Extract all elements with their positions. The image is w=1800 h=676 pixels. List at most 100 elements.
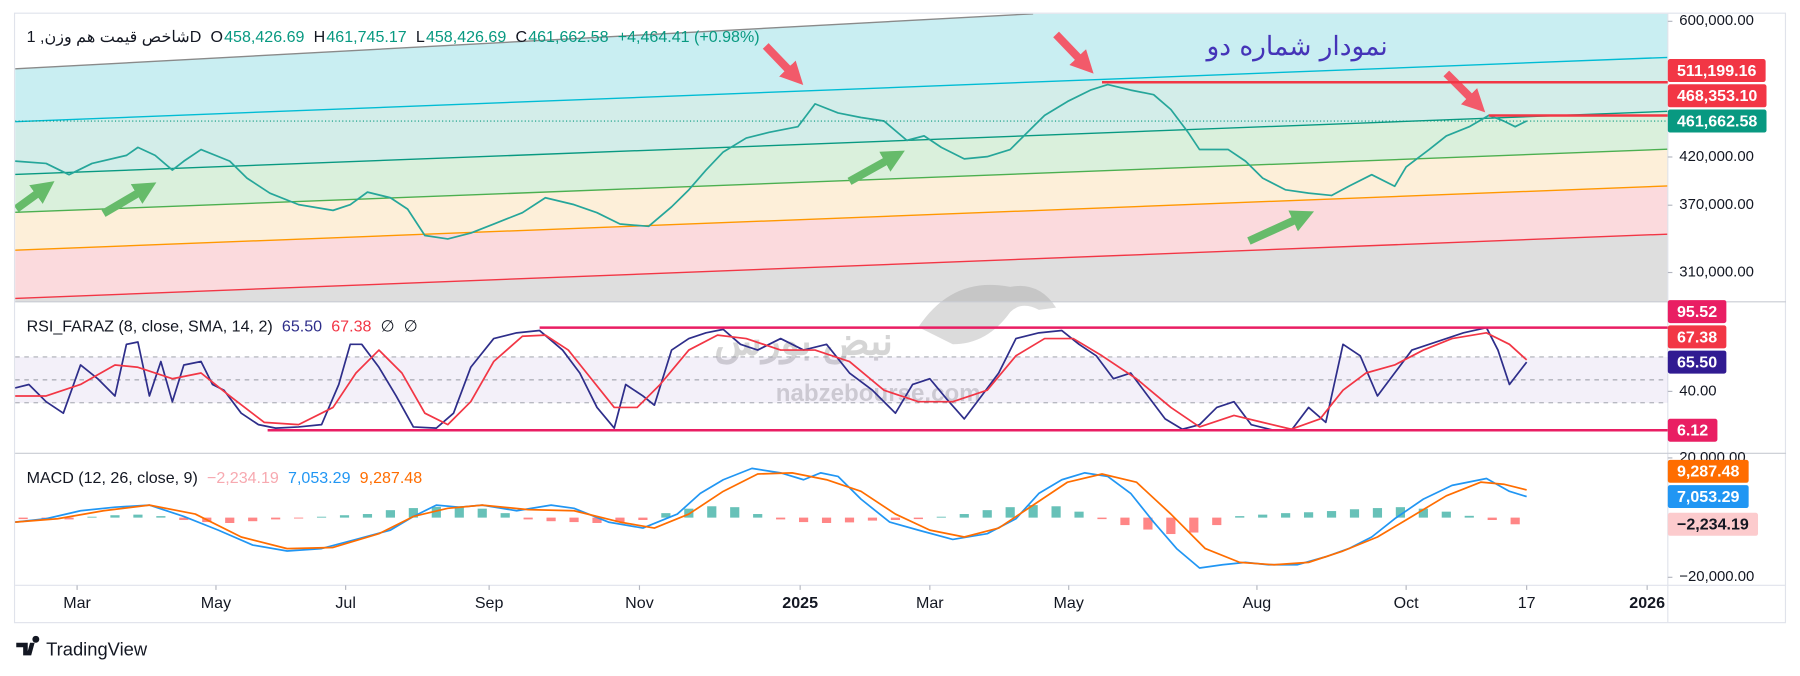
x-tick-label: Oct [1394,594,1420,612]
legend-value: ∅ [404,317,418,335]
green-arrow [1247,210,1315,245]
channel-line [15,110,1668,176]
legend-value: 461,662.58 [528,28,608,46]
histogram-bar [477,508,487,518]
histogram-bar [1143,517,1153,530]
legend-value: RSI_FARAZ (8, close, SMA, 14, 2) [27,317,273,335]
fill-gray [15,234,1668,302]
price-badge-label: 9,287.48 [1677,463,1740,481]
price-badge-label: 461,662.58 [1677,112,1757,130]
histogram-bar [431,506,441,518]
channel-line [15,13,1034,70]
histogram-bar [1097,517,1107,520]
legend-key: O [210,28,222,46]
histogram-bar [1258,514,1268,518]
x-tick-label: May [201,594,231,612]
price-badge [1667,84,1767,108]
histogram-bar [546,517,556,522]
x-tick-label: May [1054,594,1084,612]
histogram-bar [615,517,625,523]
legend-value: 7,053.29 [288,469,351,487]
price-badge-label: 6.12 [1677,422,1708,440]
y-tick-label: 420,000.00 [1679,148,1754,165]
legend-value: MACD (12, 26, close, 9) [27,469,198,487]
histogram-bar [867,517,878,521]
histogram-bar [776,517,786,520]
price-badge [1667,59,1766,82]
price-badge-label: 511,199.16 [1677,62,1757,80]
histogram-bar [1326,511,1337,518]
price-badge-label: 468,353.10 [1677,87,1757,105]
histogram-bar [1051,506,1061,518]
histogram-bar [1189,517,1199,533]
series-line [15,331,1528,431]
histogram-bar [1074,511,1084,518]
legend-value: 67.38 [331,317,371,335]
histogram-bar [385,510,396,518]
frame-border [13,12,1787,624]
y-tick-label: 310,000.00 [1679,263,1754,280]
histogram-bar [936,516,946,518]
legend-key: L [416,28,425,46]
histogram-bar [339,515,350,518]
histogram-bar [569,517,579,523]
x-tick-label: 2026 [1629,594,1665,612]
y-tick-label: 40.00 [1679,382,1716,399]
red-arrow [1053,31,1094,74]
histogram-bar [1418,508,1428,518]
histogram-bar [294,517,304,519]
price-badge [1667,512,1759,536]
histogram-bar [913,517,923,520]
x-tick-label: Mar [916,594,944,612]
x-tick-label: Mar [63,594,91,612]
histogram-bar [959,514,969,518]
pane [15,80,1668,240]
x-tick-label: 17 [1518,594,1536,612]
x-tick-label: Nov [625,594,654,612]
plot-layer: 600,000.00 420,000.00 370,000.00 310,000.00… [15,12,1767,612]
price-badge-label: 7,053.29 [1677,488,1740,506]
channel-line [15,185,1668,251]
x-tick-label: Jul [335,594,356,612]
legend-value: شاخص قیمت هم وزن, 1D [27,28,202,46]
brand: TradingView [16,635,148,660]
histogram-bar [1464,515,1474,518]
histogram-bar [316,516,327,518]
green-arrow [847,150,905,185]
watermark-logo [918,284,1057,345]
histogram-bar [1303,512,1314,518]
price-badge-label: 95.52 [1677,303,1717,321]
green-arrow [13,181,55,213]
histogram-bar [271,517,281,520]
histogram-bar [638,517,648,521]
pane [15,326,1668,432]
histogram-bar [730,507,740,518]
price-badge-label: 67.38 [1677,328,1717,346]
pane [15,467,1527,569]
x-tick-label: Sep [475,594,504,612]
arrows [13,31,1486,245]
price-badge [1667,300,1727,324]
histogram-bar [248,517,258,522]
histogram-bar [707,506,717,518]
histogram-bar [1212,517,1222,526]
histogram-bar [1510,517,1520,525]
fill-teal [15,57,1668,175]
histogram-bar [225,517,235,523]
histogram-bar [592,517,602,523]
y-tick-label: 600,000.00 [1679,12,1754,29]
price-badge [1667,459,1749,483]
y-tick-label: 370,000.00 [1679,196,1754,213]
legend-value: ∅ [381,317,395,335]
histogram-bar [1028,505,1038,518]
histogram-bar [753,514,763,518]
x-tick-label: 2025 [782,594,818,612]
histogram-bar [454,506,464,518]
legend-key: H [314,28,326,46]
histogram-bar [110,515,120,518]
histogram-bar [821,517,832,523]
histogram-bar [1281,513,1291,518]
histogram-bar [1395,507,1405,518]
histogram-bar [133,514,143,518]
histogram-bar [523,517,533,520]
